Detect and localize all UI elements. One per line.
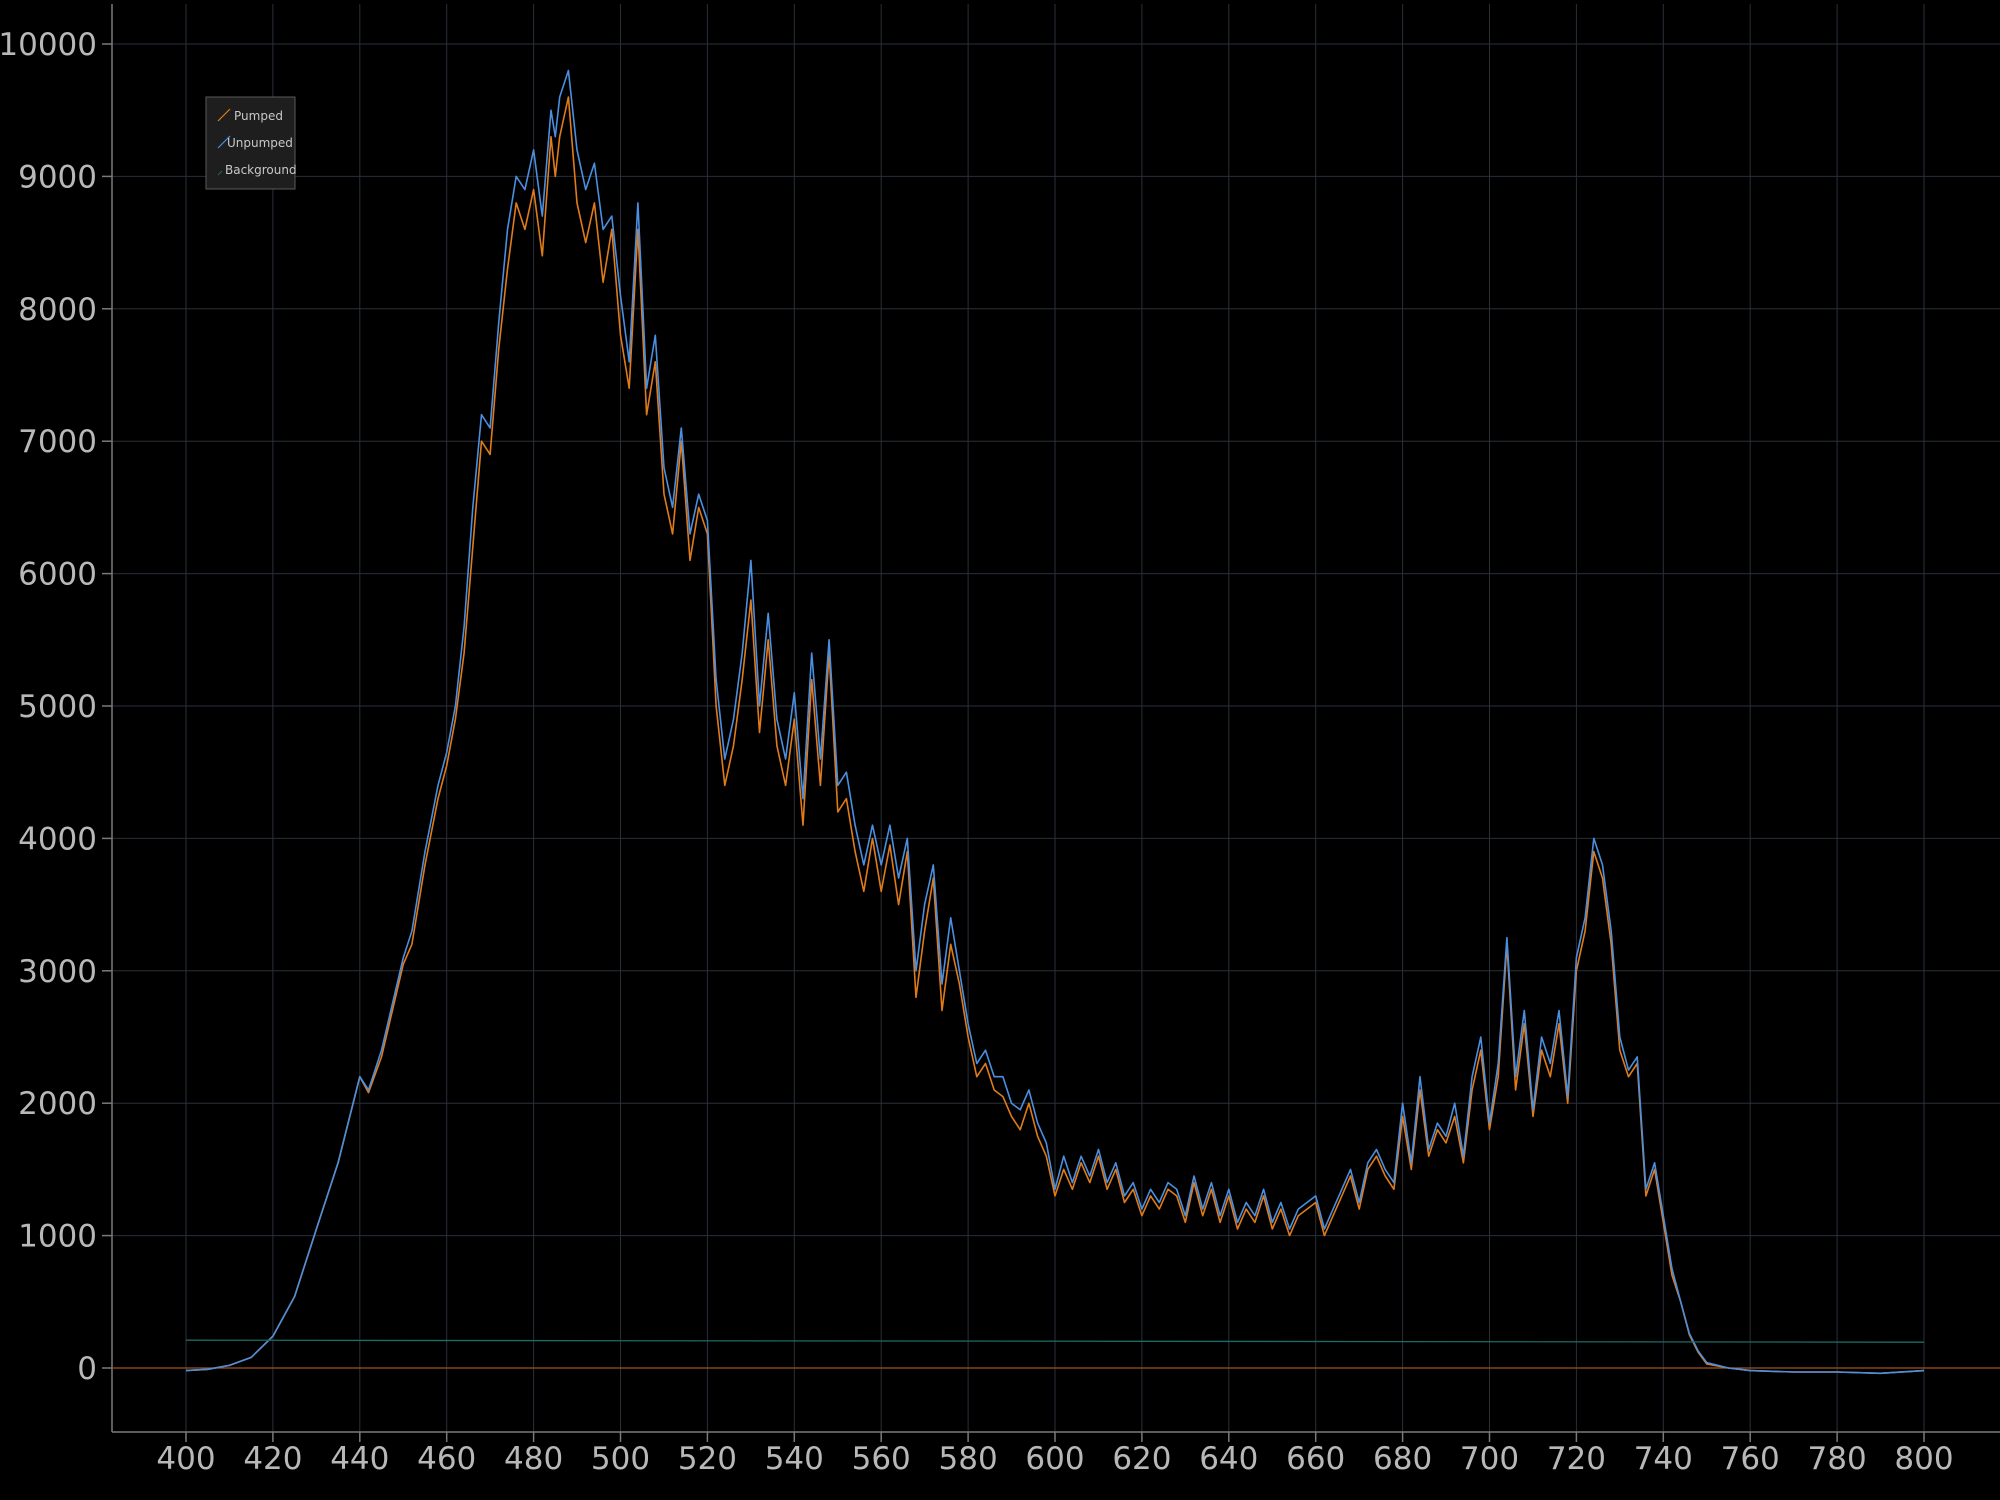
- legend-swatch-unpumped: [217, 135, 231, 149]
- x-tick-label: 740: [1634, 1441, 1693, 1477]
- x-tick-label: 720: [1547, 1441, 1606, 1477]
- plot-axes: [111, 4, 2000, 1433]
- y-tick-label: 0: [77, 1351, 97, 1387]
- y-tick-label: 9000: [18, 159, 97, 195]
- y-tick-label: 2000: [18, 1086, 97, 1122]
- legend-box: [205, 96, 296, 190]
- y-tick-label: 8000: [18, 292, 97, 328]
- x-tick-label: 640: [1199, 1441, 1258, 1477]
- x-tick-label: 460: [417, 1441, 476, 1477]
- x-tick-label: 660: [1286, 1441, 1345, 1477]
- legend-label-pumped: Pumped: [234, 109, 283, 123]
- series-line-pumped: [185, 96, 1925, 1375]
- y-tick-label: 10000: [0, 27, 97, 63]
- legend-label-background: Background: [225, 163, 297, 177]
- legend-label-unpumped: Unpumped: [227, 136, 293, 150]
- x-tick-label: 680: [1373, 1441, 1432, 1477]
- x-tick-label: 500: [591, 1441, 650, 1477]
- legend-swatch-background: [217, 170, 223, 176]
- x-tick-label: 520: [678, 1441, 737, 1477]
- x-tick-label: 780: [1808, 1441, 1867, 1477]
- x-tick-label: 580: [939, 1441, 998, 1477]
- series-line-unpumped: [185, 69, 1925, 1375]
- legend-swatch-pumped: [217, 108, 231, 122]
- y-tick-label: 3000: [18, 954, 97, 990]
- x-tick-label: 600: [1025, 1441, 1084, 1477]
- x-tick-label: 480: [504, 1441, 563, 1477]
- grid-lines: [112, 4, 2000, 1432]
- x-tick-label: 420: [243, 1441, 302, 1477]
- y-tick-labels: 0 1000 2000 3000 4000 5000 6000 7000 8000 9000 100…: [0, 27, 112, 1387]
- x-tick-labels: 400 420 440 460 480 500 520 540 560 580 600 620 640 6…: [156, 1432, 1954, 1477]
- y-tick-label: 7000: [18, 424, 97, 460]
- y-tick-label: 1000: [18, 1219, 97, 1255]
- x-tick-label: 400: [156, 1441, 215, 1477]
- y-tick-label: 6000: [18, 557, 97, 593]
- x-tick-label: 700: [1460, 1441, 1519, 1477]
- y-tick-label: 5000: [18, 689, 97, 725]
- data-series: [112, 69, 2000, 1375]
- x-tick-label: 800: [1894, 1441, 1953, 1477]
- x-tick-label: 560: [852, 1441, 911, 1477]
- x-tick-label: 440: [330, 1441, 389, 1477]
- x-tick-label: 760: [1721, 1441, 1780, 1477]
- series-line-background: [185, 1339, 1925, 1343]
- legend: Pumped Unpumped Background: [205, 96, 297, 190]
- y-tick-label: 4000: [18, 821, 97, 857]
- x-tick-label: 620: [1112, 1441, 1171, 1477]
- x-tick-label: 540: [765, 1441, 824, 1477]
